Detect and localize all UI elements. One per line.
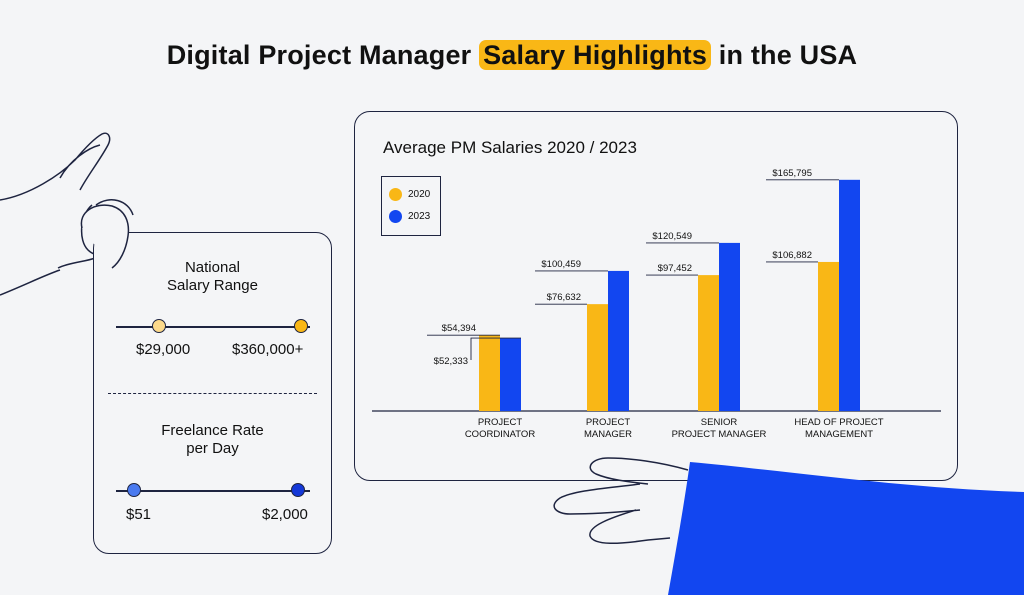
salary-range-heading: National Salary Range xyxy=(94,259,331,295)
card-divider xyxy=(108,393,317,394)
salary-range-max-dot xyxy=(294,319,308,333)
chart-title: Average PM Salaries 2020 / 2023 xyxy=(383,138,637,157)
title-pre: Digital Project Manager xyxy=(166,40,480,70)
title-highlight: Salary Highlights xyxy=(479,40,712,70)
legend-item-2023: 2023 xyxy=(382,205,440,227)
salary-info-card: National Salary Range $29,000 $360,000+ … xyxy=(93,232,332,554)
legend-swatch-2020 xyxy=(389,187,402,201)
salary-range-heading-line1: National xyxy=(184,259,241,276)
value-label-2020-3: $106,882 xyxy=(772,250,812,261)
value-label-2023-2: $120,549 xyxy=(652,231,692,242)
page-title: Digital Project Manager Salary Highlight… xyxy=(0,40,1024,71)
bar-2023-2 xyxy=(719,242,740,411)
bar-2023-3 xyxy=(839,179,860,411)
freelance-rate-min-dot xyxy=(127,483,141,497)
salary-range-min: $29,000 xyxy=(136,341,191,358)
freelance-rate-heading-line1: Freelance Rate xyxy=(161,422,264,439)
bar-2023-0 xyxy=(500,338,521,411)
bar-2020-1 xyxy=(587,304,608,411)
legend-label-2020: 2020 xyxy=(408,188,431,200)
category-label-3-1: MANAGEMENT xyxy=(805,429,873,440)
category-label-0-0: PROJECT xyxy=(478,417,523,428)
category-label-2-0: SENIOR xyxy=(701,417,738,428)
category-label-1-1: MANAGER xyxy=(584,429,632,440)
value-label-2023-3: $165,795 xyxy=(772,168,812,179)
legend-swatch-2023 xyxy=(389,209,402,223)
freelance-rate-heading: Freelance Rate per Day xyxy=(94,422,331,458)
value-label-2020-1: $76,632 xyxy=(547,292,581,303)
category-label-2-1: PROJECT MANAGER xyxy=(672,429,767,440)
value-label-2023-0: $52,333 xyxy=(434,356,468,367)
freelance-rate-max-dot xyxy=(291,483,305,497)
freelance-rate-track xyxy=(116,490,310,492)
category-label-0-1: COORDINATOR xyxy=(465,429,536,440)
chart-legend: 2020 2023 xyxy=(381,176,441,236)
sleeve-shape xyxy=(668,462,1024,595)
freelance-rate-min: $51 xyxy=(126,506,152,523)
bar-2020-2 xyxy=(698,275,719,411)
bar-2020-3 xyxy=(818,261,839,411)
category-label-1-0: PROJECT xyxy=(586,417,631,428)
category-label-3-0: HEAD OF PROJECT xyxy=(794,417,883,428)
value-label-2020-2: $97,452 xyxy=(658,263,692,274)
salary-range-heading-line2: Salary Range xyxy=(167,277,258,294)
legend-item-2020: 2020 xyxy=(382,183,440,205)
title-post: in the USA xyxy=(711,40,858,70)
freelance-rate-max: $2,000 xyxy=(262,506,308,523)
leader-2023-0 xyxy=(470,337,521,361)
legend-label-2023: 2023 xyxy=(408,210,431,222)
bar-2020-0 xyxy=(479,335,500,411)
salary-range-min-dot xyxy=(152,319,166,333)
salary-range-track xyxy=(116,326,310,328)
bar-chart: $54,394$52,333PROJECTCOORDINATOR$76,632$… xyxy=(372,168,941,440)
value-label-2023-1: $100,459 xyxy=(541,259,581,270)
salary-range-max: $360,000+ xyxy=(232,341,304,358)
value-label-2020-0: $54,394 xyxy=(442,323,476,334)
chart-card: Average PM Salaries 2020 / 2023 2020 202… xyxy=(354,111,958,481)
bar-2023-1 xyxy=(608,270,629,411)
freelance-rate-heading-line2: per Day xyxy=(186,440,239,457)
